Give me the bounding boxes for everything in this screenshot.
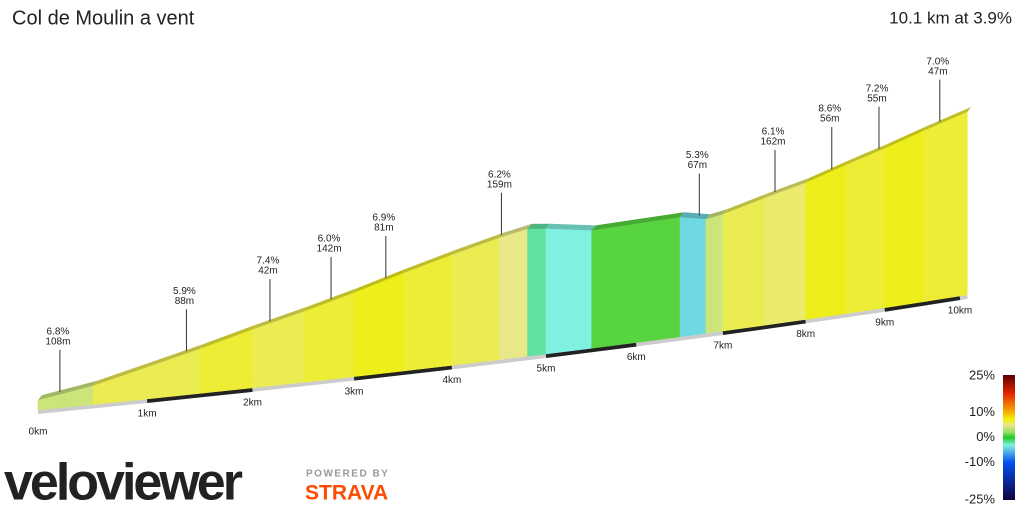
annotation-length: 55m xyxy=(867,93,886,104)
gradient-ridge xyxy=(499,223,532,238)
gradient-ridge xyxy=(252,306,308,330)
gradient-strip xyxy=(591,223,637,349)
x-tick-label: 4km xyxy=(442,375,461,386)
legend-tick-label: -10% xyxy=(965,454,996,469)
annotation-gradient: 7.2% xyxy=(866,83,889,94)
gradient-ridge xyxy=(722,192,769,215)
gradient-ridge xyxy=(805,160,850,183)
gradient-ridge xyxy=(38,380,98,401)
km-band xyxy=(884,296,961,312)
gradient-strip xyxy=(805,164,846,320)
gradient-strip xyxy=(764,182,806,326)
annotation-gradient: 7.4% xyxy=(257,256,280,267)
km-band xyxy=(451,354,547,370)
gradient-strip xyxy=(636,216,681,343)
gradient-strip xyxy=(922,111,968,303)
annotation-length: 67m xyxy=(688,160,707,171)
strava-logo: STRAVA xyxy=(305,482,388,505)
annotation-length: 142m xyxy=(317,244,342,255)
x-tick-label: 2km xyxy=(243,397,262,408)
km-band xyxy=(545,342,637,358)
gradient-strip xyxy=(722,197,765,332)
gradient-ridge xyxy=(922,106,972,132)
annotation-length: 56m xyxy=(820,114,839,125)
x-tick-label: 10km xyxy=(948,306,972,317)
annotation-length: 108m xyxy=(45,337,70,348)
chart-title: Col de Moulin a vent xyxy=(12,7,195,29)
km-band xyxy=(353,365,453,381)
legend-tick-label: 0% xyxy=(976,429,995,444)
km-band xyxy=(959,294,968,300)
annotation-gradient: 7.0% xyxy=(926,56,949,67)
x-tick-label: 9km xyxy=(875,317,894,328)
annotation-length: 159m xyxy=(487,179,512,190)
annotation-length: 47m xyxy=(928,66,947,77)
gradient-ridge xyxy=(705,209,727,220)
gradient-strip xyxy=(884,130,924,309)
gradient-strip xyxy=(527,228,547,357)
annotation-gradient: 6.8% xyxy=(47,327,70,338)
gradient-ridge xyxy=(147,343,205,368)
x-tick-label: 1km xyxy=(138,409,157,420)
powered-by: POWERED BY xyxy=(306,469,389,480)
gradient-strip xyxy=(451,237,500,366)
gradient-ridge xyxy=(591,218,641,231)
annotation-gradient: 6.1% xyxy=(762,127,785,138)
annotation-gradient: 6.2% xyxy=(488,169,511,180)
gradient-strip xyxy=(252,311,304,389)
legend-tick-label: 10% xyxy=(969,404,995,419)
x-tick-label: 6km xyxy=(627,352,646,363)
color-bar xyxy=(1003,375,1015,500)
legend-tick-label: -25% xyxy=(965,491,996,506)
gradient-strip xyxy=(845,148,885,314)
km-band xyxy=(37,398,148,414)
annotation-length: 42m xyxy=(258,266,277,277)
gradient-ridge xyxy=(403,249,456,274)
x-tick-label: 5km xyxy=(537,364,556,375)
gradient-ridge xyxy=(636,212,685,224)
x-tick-label: 0km xyxy=(29,427,48,438)
annotation-gradient: 5.3% xyxy=(686,150,709,161)
km-band xyxy=(636,331,724,347)
gradient-strip xyxy=(92,366,148,405)
legend-tick-label: 25% xyxy=(969,367,995,382)
gradient-ridge xyxy=(845,143,889,166)
gradient-ridge xyxy=(200,324,257,349)
gradient-ridge xyxy=(93,362,152,386)
gradient-ridge xyxy=(527,223,550,229)
gradient-strip xyxy=(499,228,528,360)
annotation-length: 88m xyxy=(175,296,194,307)
gradient-strip xyxy=(545,228,592,355)
gradient-strip xyxy=(705,213,724,334)
gradient-strip xyxy=(403,254,453,372)
x-tick-label: 8km xyxy=(796,329,815,340)
km-band xyxy=(146,387,253,403)
gradient-ridge xyxy=(884,126,927,149)
gradient-strip xyxy=(679,216,707,338)
annotation-length: 81m xyxy=(374,223,393,234)
x-tick-label: 7km xyxy=(713,341,732,352)
gradient-ridge xyxy=(764,177,810,198)
km-band xyxy=(805,307,886,324)
km-band xyxy=(722,319,806,336)
annotation-length: 162m xyxy=(761,137,786,148)
gradient-ridge xyxy=(303,287,359,312)
x-tick-label: 3km xyxy=(345,386,364,397)
gradient-ridge xyxy=(354,268,408,293)
gradient-ridge xyxy=(451,232,504,255)
annotation-gradient: 6.9% xyxy=(372,213,395,224)
annotation-gradient: 5.9% xyxy=(173,286,196,297)
annotation-gradient: 8.6% xyxy=(818,104,841,115)
km-band xyxy=(252,376,355,392)
gradient-ridge xyxy=(546,223,596,231)
annotation-gradient: 6.0% xyxy=(318,234,341,245)
chart-subtitle: 10.1 km at 3.9% xyxy=(889,8,1012,27)
gradient-ridge xyxy=(680,212,710,220)
logo: veloviewer xyxy=(4,454,243,512)
